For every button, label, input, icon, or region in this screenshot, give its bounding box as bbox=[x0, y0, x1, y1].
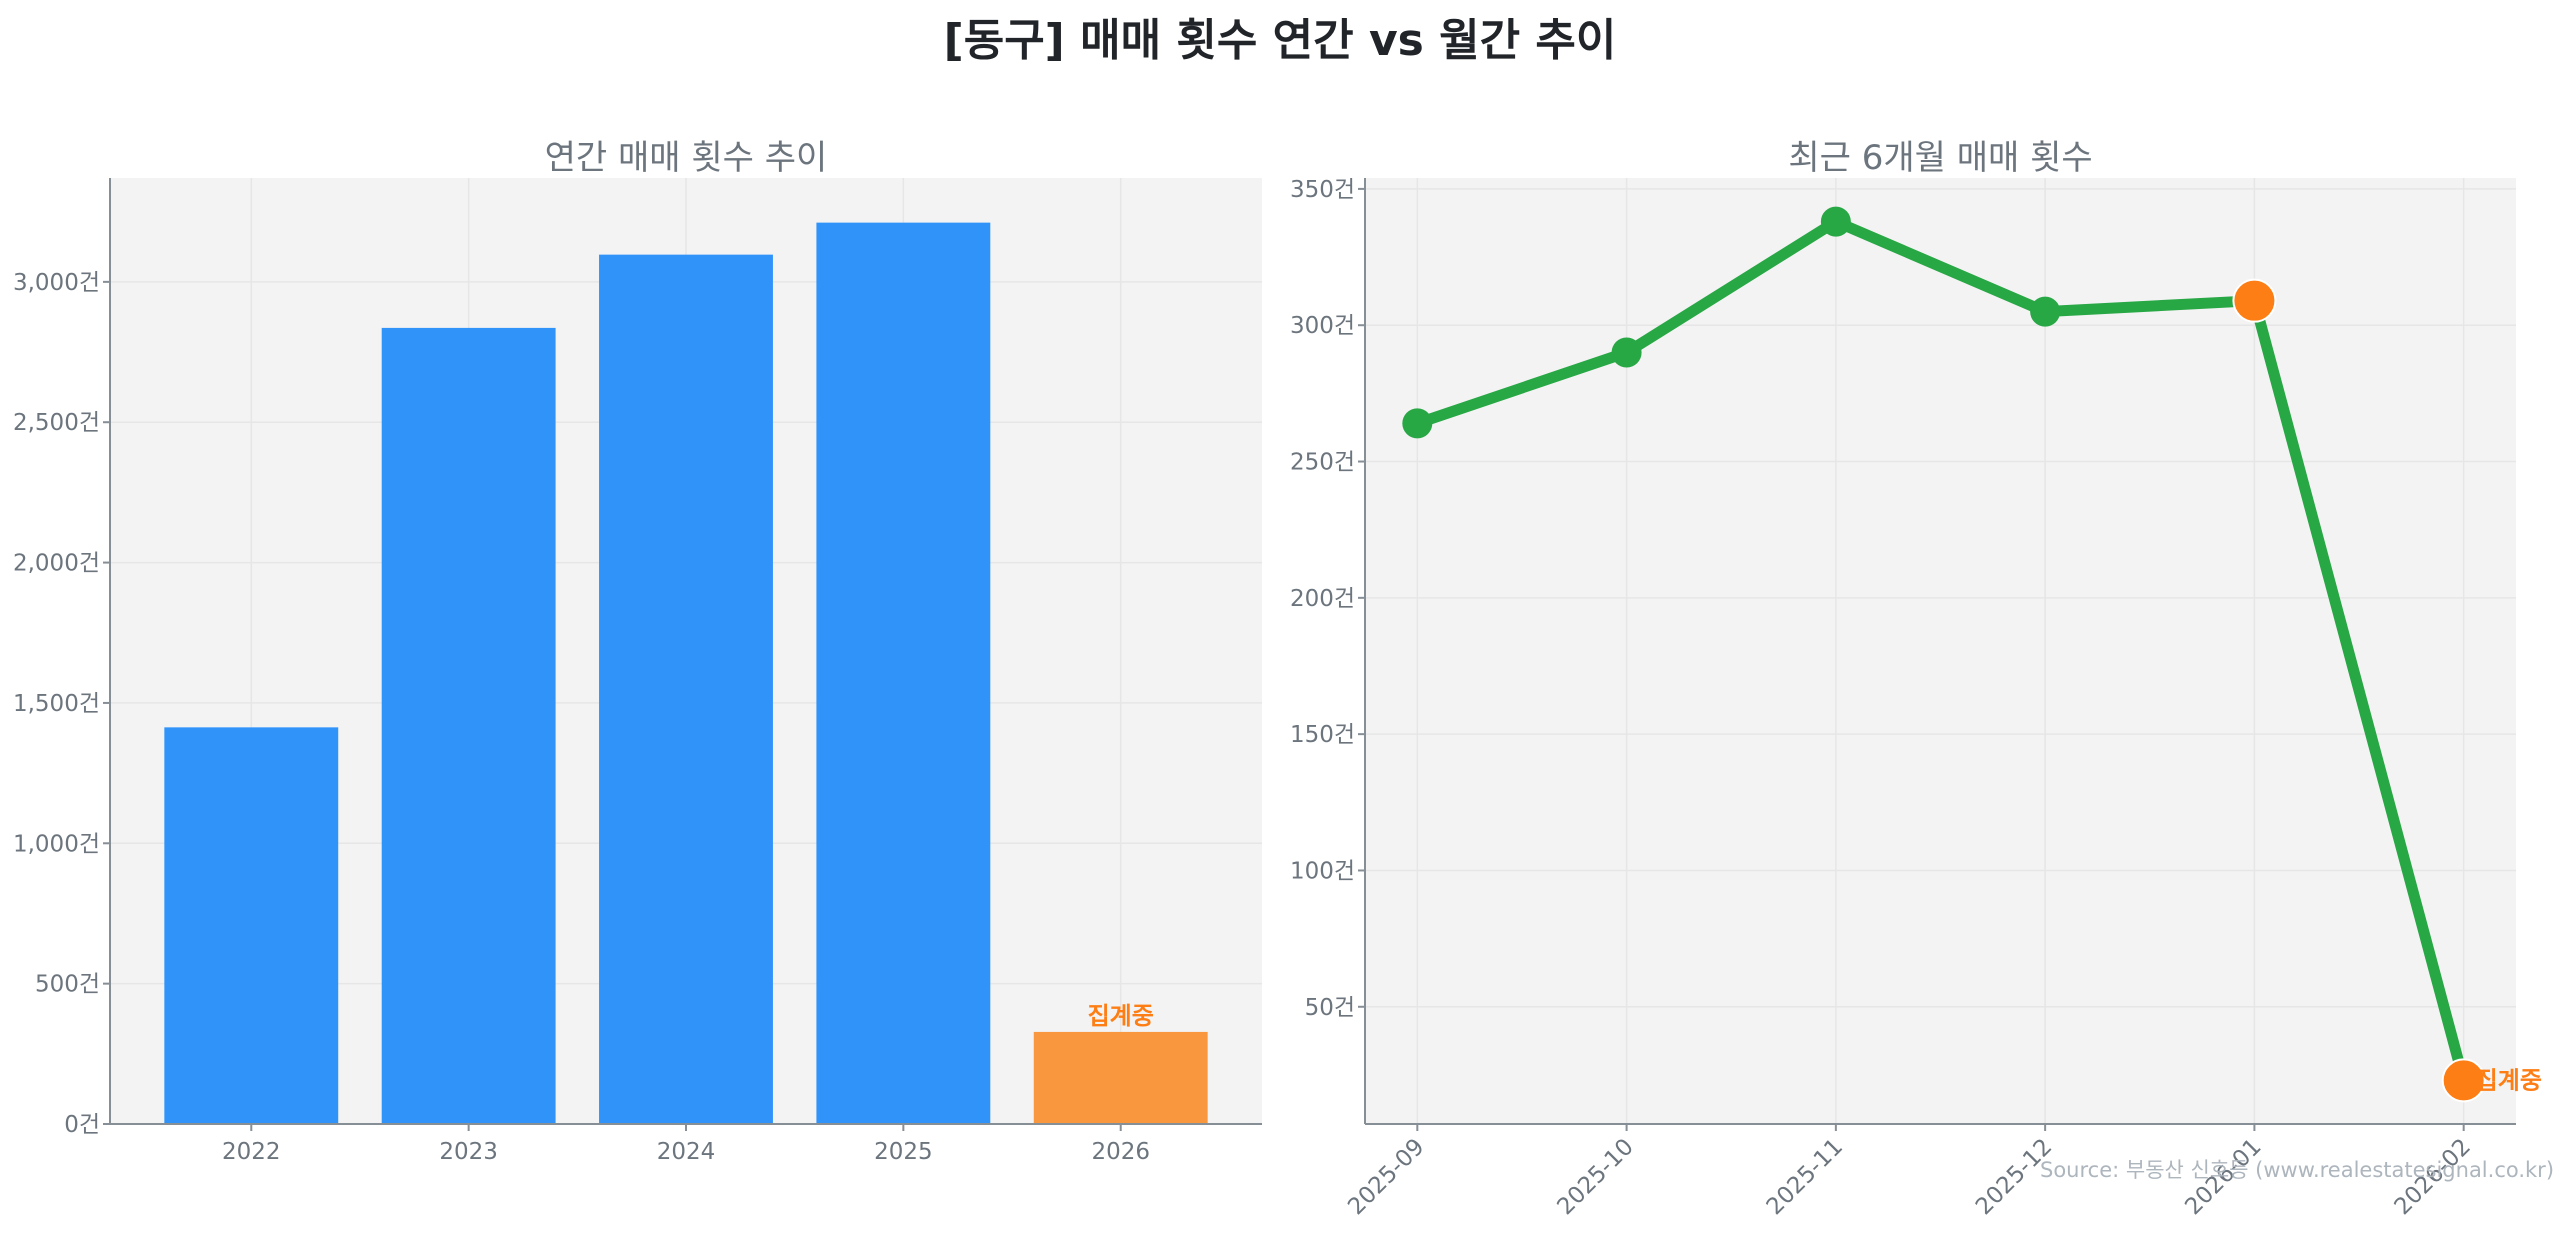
y-tick-label: 50건 bbox=[1305, 995, 1355, 1021]
x-tick-label: 2023 bbox=[439, 1139, 498, 1165]
bar-2026 bbox=[1033, 1031, 1208, 1124]
partial-annotation: 집계중 bbox=[1088, 1002, 1154, 1030]
plot-area bbox=[1365, 178, 2516, 1124]
annual-chart-title: 연간 매매 횟수 추이 bbox=[544, 138, 828, 178]
bar-2024 bbox=[599, 254, 773, 1125]
data-point bbox=[2030, 296, 2061, 327]
partial-annotation: 집계중 bbox=[2476, 1066, 2542, 1094]
annual-bar-chart: 2022 2023 2024 2025 2026 집계중 0건 500건 1,000건 1,500… bbox=[13, 178, 1262, 1165]
y-tick-label: 2,500건 bbox=[13, 410, 100, 436]
figure-title: [동구] 매매 횟수 연간 vs 월간 추이 bbox=[943, 15, 1617, 66]
bar-2022 bbox=[164, 727, 339, 1124]
trend-line bbox=[1415, 216, 2469, 1082]
y-tick-label: 150건 bbox=[1290, 722, 1355, 748]
x-tick-label: 2025-09 bbox=[1343, 1134, 1429, 1220]
y-tick-label: 2,000건 bbox=[13, 551, 100, 577]
x-tick-label: 2026 bbox=[1091, 1139, 1150, 1165]
y-tick-label: 200건 bbox=[1290, 586, 1355, 612]
x-tick-label: 2025-11 bbox=[1762, 1134, 1848, 1220]
bar-2023 bbox=[381, 327, 556, 1125]
data-point bbox=[1402, 408, 1433, 439]
y-tick-label: 250건 bbox=[1290, 450, 1355, 476]
y-tick-label: 1,000건 bbox=[13, 831, 100, 857]
x-tick-label: 2025 bbox=[874, 1139, 933, 1165]
source-note: Source: 부동산 신호등 (www.realestatesignal.co… bbox=[2040, 1158, 2555, 1182]
highlighted-point bbox=[2441, 1058, 2486, 1103]
y-tick-label: 0건 bbox=[64, 1112, 100, 1138]
x-tick-label: 2025-10 bbox=[1552, 1134, 1638, 1220]
bar-2025 bbox=[816, 222, 991, 1124]
y-tick-label: 100건 bbox=[1290, 858, 1355, 884]
monthly-chart-title: 최근 6개월 매매 횟수 bbox=[1788, 138, 2093, 178]
x-tick-label: 2022 bbox=[222, 1139, 281, 1165]
x-tick-label: 2024 bbox=[657, 1139, 716, 1165]
y-tick-label: 350건 bbox=[1290, 177, 1355, 203]
y-tick-label: 300건 bbox=[1290, 313, 1355, 339]
data-point bbox=[1820, 206, 1851, 237]
y-tick-label: 1,500건 bbox=[13, 691, 100, 717]
data-point bbox=[1611, 337, 1642, 368]
highlighted-point bbox=[2232, 278, 2277, 323]
y-tick-label: 500건 bbox=[35, 972, 100, 998]
y-tick-label: 3,000건 bbox=[13, 270, 100, 296]
